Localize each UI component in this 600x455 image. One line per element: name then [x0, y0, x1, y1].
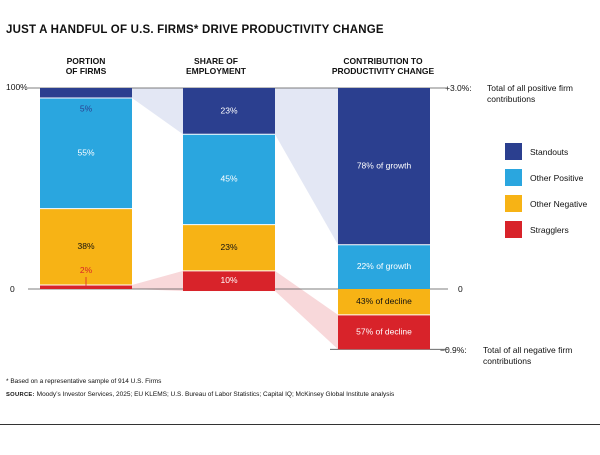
- data-label-firms-standouts: 5%: [80, 103, 93, 113]
- data-label-employment-stragglers: 10%: [220, 275, 237, 285]
- legend-item-other-positive: Other Positive: [505, 169, 583, 186]
- connector-stragglers-firms-employment: [132, 270, 183, 292]
- data-label-employment-standouts: 23%: [220, 105, 237, 115]
- legend-swatch-other-negative: [505, 195, 522, 212]
- bar-employment-standouts: [183, 88, 275, 135]
- legend-label-standouts: Standouts: [530, 146, 569, 157]
- legend-item-standouts: Standouts: [505, 143, 568, 160]
- legend-label-other-positive: Other Positive: [530, 172, 584, 183]
- right-axis-top-note: Total of all positive firm contributions: [487, 83, 573, 104]
- right-axis-bottom-note: Total of all negative firm contributions: [483, 345, 573, 366]
- legend-label-other-negative: Other Negative: [530, 198, 588, 209]
- connector-standouts-firms-employment: [132, 88, 183, 135]
- bar-contribution-other-negative: [338, 289, 430, 315]
- data-label-contribution-stragglers: 57% of decline: [356, 326, 412, 336]
- data-label-contribution-standouts: 78% of growth: [357, 161, 412, 171]
- legend-label-stragglers: Stragglers: [530, 224, 569, 235]
- left-axis-zero-label: 0: [10, 284, 15, 294]
- chart-title: JUST A HANDFUL OF U.S. FIRMS* DRIVE PROD…: [6, 24, 384, 36]
- bar-firms-other-positive: [40, 98, 132, 209]
- column-header-employment: SHARE OF EMPLOYMENT: [186, 56, 246, 76]
- right-axis-top-label: +3.0%:: [445, 83, 472, 93]
- bottom-rule: [0, 424, 600, 425]
- right-axis-bottom-label: −0.9%:: [440, 345, 467, 355]
- data-label-employment-other-negative: 23%: [220, 242, 237, 252]
- data-label-contribution-other-negative: 43% of decline: [356, 296, 412, 306]
- data-label-firms-stragglers: 2%: [80, 265, 93, 275]
- bar-contribution-stragglers: [338, 314, 430, 350]
- bar-employment-other-negative: [183, 224, 275, 271]
- legend-item-stragglers: Stragglers: [505, 221, 569, 238]
- left-axis-top-label: 100%: [6, 82, 28, 92]
- footnote: * Based on a representative sample of 91…: [6, 378, 162, 385]
- source-label: SOURCE:: [6, 392, 35, 398]
- bar-firms-stragglers: [40, 284, 132, 289]
- source-line: SOURCE: Moody’s Investor Services, 2025;…: [6, 391, 394, 398]
- bar-contribution-other-positive: [338, 244, 430, 289]
- legend-swatch-other-positive: [505, 169, 522, 186]
- bar-firms-standouts: [40, 88, 132, 99]
- bar-employment-stragglers: [183, 270, 275, 292]
- bar-firms-other-negative: [40, 208, 132, 285]
- legend-swatch-stragglers: [505, 221, 522, 238]
- data-label-firms-other-negative: 38%: [77, 241, 94, 251]
- data-label-contribution-other-positive: 22% of growth: [357, 261, 412, 271]
- bar-employment-other-positive: [183, 134, 275, 225]
- data-label-firms-other-positive: 55%: [77, 148, 94, 158]
- right-axis-zero-label: 0: [458, 284, 463, 294]
- legend-item-other-negative: Other Negative: [505, 195, 587, 212]
- bar-contribution-standouts: [338, 88, 430, 245]
- connector-standouts-employment-contribution: [275, 88, 338, 245]
- column-header-contribution: CONTRIBUTION TO PRODUCTIVITY CHANGE: [331, 56, 435, 76]
- column-header-firms: PORTION OF FIRMS: [65, 56, 107, 76]
- source-text: Moody’s Investor Services, 2025; EU KLEM…: [34, 391, 395, 398]
- legend-swatch-standouts: [505, 143, 522, 160]
- connector-stragglers-employment-contribution: [275, 270, 338, 350]
- data-label-employment-other-positive: 45%: [220, 174, 237, 184]
